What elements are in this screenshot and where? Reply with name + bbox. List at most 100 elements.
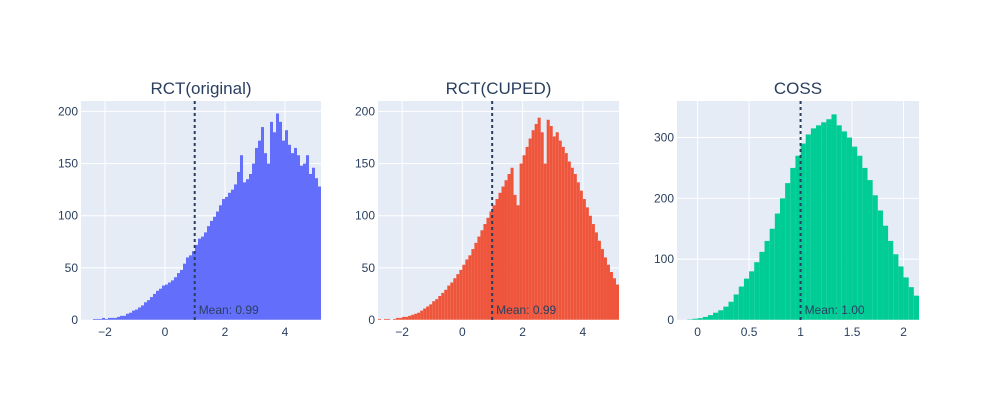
histogram-bar [738, 286, 744, 320]
histogram-bar [810, 128, 817, 320]
histogram-bar [567, 161, 571, 320]
histogram-bar [300, 165, 303, 320]
y-tick-label: 200 [654, 191, 674, 205]
histogram-bar [570, 167, 574, 320]
histogram-bar [243, 182, 246, 320]
histogram-bar [519, 163, 523, 320]
histogram-bar [453, 278, 457, 320]
histogram-bar [558, 140, 562, 320]
histogram-bar [501, 186, 505, 320]
histogram-bar [186, 257, 189, 320]
y-tick-label: 200 [58, 104, 78, 118]
histogram-bar [114, 317, 117, 320]
histogram-bar [309, 174, 312, 320]
y-tick-label: 0 [368, 313, 375, 327]
histogram-bar [432, 301, 436, 320]
histogram-bar [655, 318, 658, 320]
histogram-bar [285, 130, 288, 320]
histogram-bar [754, 262, 760, 320]
histogram-bar [351, 257, 354, 320]
histogram-bar [357, 266, 360, 320]
histogram-bar [435, 299, 439, 320]
x-tick-label: 0 [459, 325, 466, 339]
histogram-bar [444, 289, 448, 320]
x-tick-label: 1 [797, 325, 804, 339]
x-tick-label: 0.5 [741, 325, 758, 339]
histogram-bar [540, 132, 544, 320]
x-tick-label: 2 [519, 325, 526, 339]
histogram-bar [846, 137, 853, 320]
x-tick-label: 0 [694, 325, 701, 339]
histogram-bar [288, 144, 291, 320]
histogram-bar [465, 259, 469, 320]
histogram-bar [384, 318, 388, 320]
histogram-bar [713, 312, 719, 320]
y-tick-label: 200 [355, 104, 375, 118]
histogram-bar [177, 273, 180, 320]
histogram-bar [483, 224, 487, 320]
histogram-bar [800, 143, 806, 320]
y-tick-label: 0 [667, 313, 674, 327]
histogram-bar [597, 240, 601, 320]
histogram-bar [702, 316, 708, 320]
bars [93, 113, 360, 320]
y-tick-label: 0 [71, 313, 78, 327]
histogram-bar [489, 211, 493, 320]
histogram-bar [138, 307, 141, 320]
histogram-bar [516, 205, 520, 320]
histogram-bar [153, 293, 156, 320]
histogram-bar [779, 198, 786, 320]
histogram-bar [821, 122, 827, 320]
histogram-bar [303, 163, 306, 320]
histogram-bar [573, 174, 577, 320]
histogram-bar [588, 215, 592, 320]
histogram-bar [507, 174, 511, 320]
histogram-bar [144, 302, 147, 320]
histogram-bar [480, 230, 484, 320]
histogram-bar [795, 155, 801, 320]
histogram-bar [603, 257, 607, 320]
histogram-bar [315, 178, 318, 320]
histogram-bar [634, 310, 637, 320]
histogram-bar [378, 318, 382, 320]
histogram-bar [826, 119, 832, 320]
histogram-bar [393, 318, 397, 320]
histogram-bar [908, 287, 914, 320]
histogram-bar [522, 155, 526, 320]
histogram-bar [447, 285, 451, 320]
x-tick-label: 0 [162, 325, 169, 339]
subplot-title: RCT(original) [150, 79, 251, 98]
histogram-bar [609, 272, 613, 320]
histogram-bar [456, 274, 460, 320]
histogram-bar [692, 318, 698, 320]
histogram-bar [174, 277, 177, 320]
histogram-bar [327, 209, 330, 320]
histogram-bar [888, 240, 894, 320]
histogram-bar [420, 310, 424, 320]
histogram-bar [195, 244, 198, 320]
x-tick-label: 2 [900, 325, 907, 339]
histogram-bar [631, 306, 634, 320]
histogram-bar [600, 249, 604, 320]
x-tick-label: 2 [222, 325, 229, 339]
histogram-bar [646, 316, 649, 320]
histogram-bar [387, 318, 391, 320]
histogram-bar [707, 315, 714, 320]
histogram-bar [960, 319, 965, 320]
histogram-bar [219, 205, 222, 320]
y-tick-label: 100 [654, 252, 674, 266]
histogram-bar [342, 243, 345, 320]
histogram-bar [774, 213, 780, 320]
histogram-bar [913, 295, 919, 320]
histogram-bar [276, 113, 279, 320]
histogram-bar [510, 167, 514, 320]
histogram-bar [471, 249, 475, 320]
histogram-bar [474, 242, 478, 320]
histogram-bar [934, 315, 939, 320]
histogram-bar [93, 318, 96, 320]
histogram-bar [321, 182, 324, 320]
histogram-bar [210, 220, 213, 320]
histogram-bar [764, 240, 770, 320]
y-tick-label: 300 [654, 131, 674, 145]
